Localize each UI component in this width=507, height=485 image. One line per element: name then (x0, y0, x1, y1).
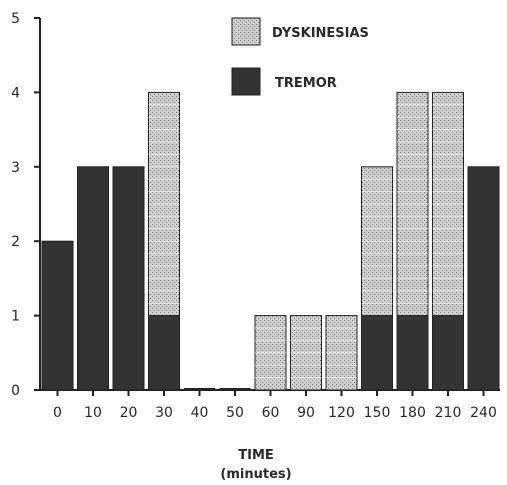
legend-label-tremor: TREMOR (275, 76, 337, 91)
tremor-bar (41, 240, 74, 391)
x-tick-label: 30 (155, 405, 173, 421)
tremor-bar (432, 315, 464, 391)
legend-swatch-dyskinesias (231, 17, 261, 46)
y-tick-label: 3 (11, 160, 20, 176)
legend-label-dyskinesias: DYSKINESIAS (272, 26, 369, 41)
x-tick-label: 10 (84, 405, 102, 421)
x-tick-label: 40 (191, 405, 209, 421)
zero-bar (219, 388, 251, 390)
x-tick-label: 240 (470, 405, 497, 421)
x-tick-label: 120 (328, 405, 355, 421)
x-tick-label: 60 (262, 405, 280, 421)
x-axis-subtitle: (minutes) (220, 467, 291, 482)
x-tick-label: 210 (435, 405, 462, 421)
bars (41, 91, 500, 391)
x-axis-title: TIME (238, 448, 274, 463)
x-tick-label: 90 (297, 405, 315, 421)
x-tick-label: 0 (53, 405, 62, 421)
x-tick-label: 180 (399, 405, 426, 421)
x-tick-label: 20 (120, 405, 138, 421)
tremor-bar (77, 166, 109, 391)
y-tick-label: 0 (11, 383, 20, 399)
tremor-bar (112, 166, 145, 391)
x-tick-label: 50 (226, 405, 244, 421)
y-tick-label: 5 (11, 11, 20, 27)
y-tick-label: 1 (11, 309, 20, 325)
y-tick-label: 2 (11, 234, 20, 250)
x-tick-label: 150 (364, 405, 391, 421)
tremor-bar (148, 315, 180, 391)
tremor-bar (467, 166, 500, 391)
legend: DYSKINESIAS TREMOR (231, 17, 369, 96)
y-tick-label: 4 (11, 85, 20, 101)
tremor-bar (396, 315, 429, 391)
tremor-bar (361, 315, 393, 391)
zero-bar (184, 388, 215, 390)
legend-swatch-tremor (231, 67, 261, 96)
